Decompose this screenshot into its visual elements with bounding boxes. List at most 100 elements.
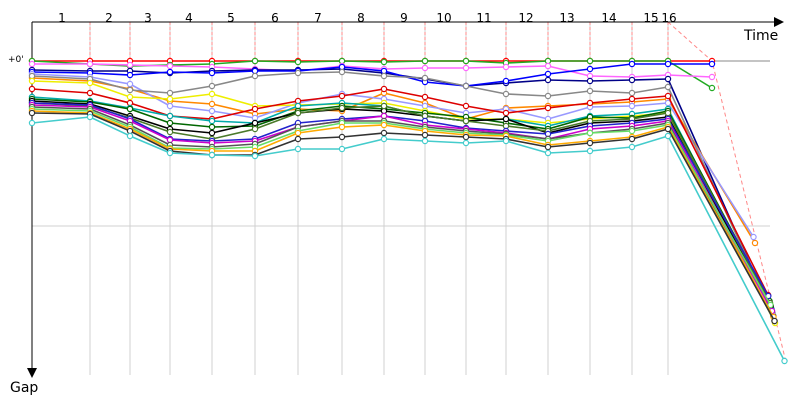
series-point bbox=[86, 89, 94, 97]
series-point bbox=[664, 132, 672, 140]
series-point bbox=[751, 239, 759, 247]
series-point bbox=[628, 60, 636, 68]
lap-labels: 1 2 3 4 5 6 7 8 9 10 11 12 13 14 15 16 bbox=[58, 11, 676, 25]
series-point bbox=[586, 57, 594, 65]
series-point bbox=[708, 84, 716, 92]
series-point bbox=[628, 127, 636, 135]
series-point bbox=[750, 233, 757, 241]
series-point bbox=[421, 74, 429, 82]
series-point bbox=[664, 75, 672, 83]
series-point bbox=[166, 112, 174, 120]
series-point bbox=[380, 129, 388, 137]
series-point bbox=[166, 95, 174, 103]
series-point bbox=[28, 119, 36, 127]
series-point bbox=[586, 87, 594, 95]
series-point bbox=[421, 57, 429, 65]
series-point bbox=[28, 77, 36, 85]
zero-label: +0' bbox=[8, 55, 24, 65]
lap-label: 16 bbox=[661, 11, 676, 25]
series-point bbox=[208, 69, 216, 77]
lap-label: 15 bbox=[643, 11, 658, 25]
series-point bbox=[664, 99, 672, 107]
series-point bbox=[126, 132, 134, 140]
series bbox=[28, 68, 776, 317]
series-point bbox=[380, 135, 388, 143]
lap-label: 6 bbox=[271, 11, 279, 25]
series-point bbox=[586, 65, 594, 73]
series-point bbox=[380, 85, 388, 93]
series-point bbox=[664, 109, 672, 117]
series-point bbox=[664, 60, 672, 68]
series-point bbox=[166, 128, 174, 136]
lap-label: 14 bbox=[601, 11, 616, 25]
lap-label: 4 bbox=[185, 11, 193, 25]
series-point bbox=[544, 149, 552, 157]
lap-label: 13 bbox=[559, 11, 574, 25]
series-point bbox=[28, 60, 36, 68]
series-point bbox=[208, 129, 216, 137]
lap-label: 2 bbox=[105, 11, 113, 25]
series bbox=[28, 109, 778, 325]
series-point bbox=[126, 80, 134, 88]
series-point bbox=[462, 133, 470, 141]
series-point bbox=[628, 95, 636, 103]
series-point bbox=[126, 86, 134, 94]
series-point bbox=[771, 317, 778, 325]
series-layer bbox=[28, 57, 788, 365]
series-point bbox=[380, 102, 388, 110]
series-point bbox=[294, 109, 302, 117]
series-point bbox=[767, 301, 774, 309]
lap-label: 11 bbox=[476, 11, 491, 25]
series-point bbox=[586, 99, 594, 107]
series-point bbox=[338, 145, 346, 153]
x-axis-title: Time bbox=[743, 28, 778, 44]
series-point bbox=[208, 100, 216, 108]
lap-label: 7 bbox=[314, 11, 322, 25]
series bbox=[28, 85, 772, 299]
series-point bbox=[126, 71, 134, 79]
series-point bbox=[208, 90, 216, 98]
series-point bbox=[294, 129, 302, 137]
series-point bbox=[166, 102, 174, 110]
gap-axis-arrow-icon bbox=[27, 368, 37, 378]
series-point bbox=[502, 115, 510, 123]
series-point bbox=[338, 123, 346, 131]
series-point bbox=[28, 109, 36, 117]
series-point bbox=[338, 92, 346, 100]
series bbox=[28, 65, 777, 320]
series-point bbox=[544, 104, 552, 112]
series-point bbox=[166, 62, 174, 70]
series-point bbox=[462, 64, 470, 72]
series-point bbox=[628, 89, 636, 97]
series-point bbox=[544, 76, 552, 84]
series-point bbox=[338, 133, 346, 141]
series-point bbox=[462, 82, 470, 90]
series-point bbox=[251, 152, 259, 160]
series-point bbox=[628, 76, 636, 84]
y-axis-title: Gap bbox=[10, 380, 38, 396]
series-point bbox=[294, 58, 302, 66]
series-point bbox=[421, 93, 429, 101]
lap-label: 1 bbox=[58, 11, 66, 25]
series-point bbox=[502, 109, 510, 117]
series-point bbox=[166, 68, 174, 76]
lap-label: 9 bbox=[400, 11, 408, 25]
series-point bbox=[208, 117, 216, 125]
series-point bbox=[544, 143, 552, 151]
series-point bbox=[781, 357, 788, 365]
series-point bbox=[544, 62, 552, 70]
series-point bbox=[338, 104, 346, 112]
series-point bbox=[208, 151, 216, 159]
series-line bbox=[31, 116, 786, 362]
series-point bbox=[664, 125, 672, 133]
series-point bbox=[462, 117, 470, 125]
series-point bbox=[586, 129, 594, 137]
series-point bbox=[628, 143, 636, 151]
lap-label: 8 bbox=[357, 11, 365, 25]
series-point bbox=[28, 85, 36, 93]
series-point bbox=[251, 72, 259, 80]
series-point bbox=[338, 68, 346, 76]
series-point bbox=[664, 92, 672, 100]
lap-label: 10 bbox=[436, 11, 451, 25]
series-point bbox=[421, 64, 429, 72]
